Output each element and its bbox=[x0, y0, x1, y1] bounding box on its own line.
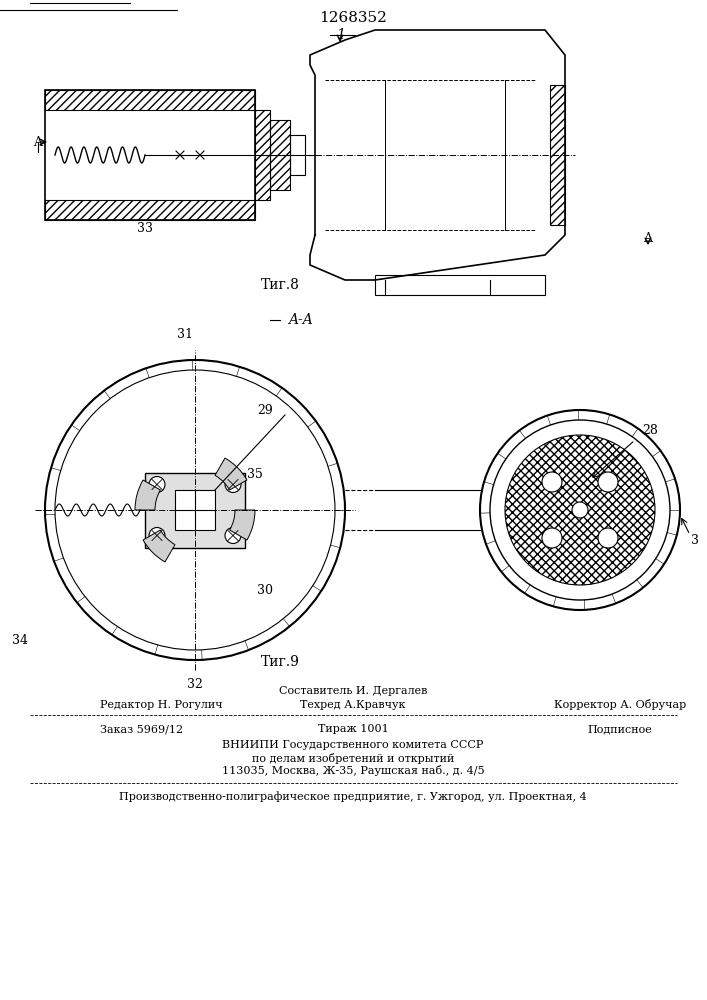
Bar bbox=[45, 200, 255, 220]
Text: Τиг.9: Τиг.9 bbox=[261, 655, 300, 669]
Wedge shape bbox=[135, 480, 160, 510]
Text: 28: 28 bbox=[642, 424, 658, 436]
Text: Заказ 5969/12: Заказ 5969/12 bbox=[100, 724, 183, 734]
Text: 32: 32 bbox=[187, 678, 203, 692]
Text: 33: 33 bbox=[137, 222, 153, 234]
Text: Τиг.8: Τиг.8 bbox=[261, 278, 300, 292]
Text: Тираж 1001: Тираж 1001 bbox=[317, 724, 388, 734]
Text: 31: 31 bbox=[177, 328, 193, 342]
Circle shape bbox=[598, 528, 618, 548]
Text: Корректор А. Обручар: Корректор А. Обручар bbox=[554, 700, 686, 710]
Text: Производственно-полиграфическое предприятие, г. Ужгород, ул. Проектная, 4: Производственно-полиграфическое предприя… bbox=[119, 792, 587, 802]
Wedge shape bbox=[215, 458, 247, 490]
Text: 1268352: 1268352 bbox=[319, 11, 387, 25]
Wedge shape bbox=[143, 530, 175, 562]
Bar bbox=[45, 90, 255, 110]
Bar bbox=[45, 90, 255, 220]
Bar bbox=[145, 473, 245, 548]
Text: по делам изобретений и открытий: по делам изобретений и открытий bbox=[252, 752, 454, 764]
Circle shape bbox=[542, 528, 562, 548]
Wedge shape bbox=[230, 510, 255, 540]
Text: A-A: A-A bbox=[288, 313, 312, 327]
Text: 34: 34 bbox=[12, 634, 28, 647]
Circle shape bbox=[480, 410, 680, 610]
Bar bbox=[375, 275, 545, 295]
Bar bbox=[290, 135, 305, 175]
Bar bbox=[270, 120, 290, 190]
Text: 35: 35 bbox=[247, 468, 263, 482]
Circle shape bbox=[542, 472, 562, 492]
Bar bbox=[255, 110, 270, 200]
Text: Редактор Н. Рогулич: Редактор Н. Рогулич bbox=[100, 700, 223, 710]
Circle shape bbox=[225, 528, 241, 544]
Text: 1: 1 bbox=[336, 28, 344, 42]
Text: Техред А.Кравчук: Техред А.Кравчук bbox=[300, 700, 406, 710]
Text: 30: 30 bbox=[257, 584, 273, 596]
Text: A: A bbox=[33, 135, 42, 148]
Text: Составитель И. Дергалев: Составитель И. Дергалев bbox=[279, 686, 427, 696]
Circle shape bbox=[45, 360, 345, 660]
Circle shape bbox=[598, 472, 618, 492]
Circle shape bbox=[149, 477, 165, 492]
Text: ВНИИПИ Государственного комитета СССР: ВНИИПИ Государственного комитета СССР bbox=[222, 740, 484, 750]
Text: 3: 3 bbox=[691, 534, 699, 546]
Text: 113035, Москва, Ж-35, Раушская наб., д. 4/5: 113035, Москва, Ж-35, Раушская наб., д. … bbox=[222, 766, 484, 776]
Circle shape bbox=[225, 477, 241, 492]
Circle shape bbox=[149, 528, 165, 544]
Text: Подписное: Подписное bbox=[588, 724, 653, 734]
Text: A: A bbox=[643, 232, 653, 244]
Bar bbox=[175, 490, 215, 530]
Text: 29: 29 bbox=[257, 403, 273, 416]
Bar bbox=[550, 85, 565, 225]
Circle shape bbox=[572, 502, 588, 518]
